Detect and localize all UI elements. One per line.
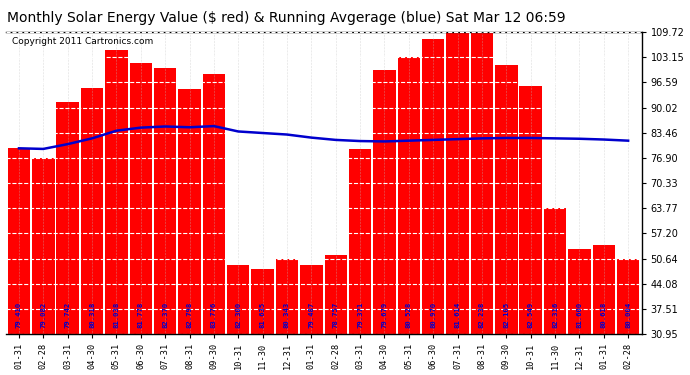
Bar: [154, 68, 177, 334]
Text: Copyright 2011 Cartronics.com: Copyright 2011 Cartronics.com: [12, 37, 153, 46]
Text: 79.371: 79.371: [357, 302, 363, 328]
Bar: [397, 57, 420, 334]
Text: 82.300: 82.300: [235, 302, 242, 328]
Text: 80.343: 80.343: [284, 302, 290, 328]
Text: 80.004: 80.004: [625, 302, 631, 328]
Bar: [593, 245, 615, 334]
Text: 79.082: 79.082: [40, 302, 46, 328]
Bar: [446, 32, 469, 334]
Text: 82.238: 82.238: [479, 302, 485, 328]
Text: 79.487: 79.487: [308, 302, 315, 328]
Text: 83.776: 83.776: [211, 302, 217, 328]
Text: 82.105: 82.105: [503, 302, 509, 328]
Text: 79.679: 79.679: [382, 302, 388, 328]
Text: 82.316: 82.316: [552, 302, 558, 328]
Bar: [520, 86, 542, 334]
Text: 81.600: 81.600: [576, 302, 582, 328]
Bar: [300, 265, 322, 334]
Text: 81.038: 81.038: [113, 302, 119, 328]
Text: 79.410: 79.410: [16, 302, 22, 328]
Bar: [495, 65, 518, 334]
Text: 81.778: 81.778: [138, 302, 144, 328]
Text: Monthly Solar Energy Value ($ red) & Running Avgerage (blue) Sat Mar 12 06:59: Monthly Solar Energy Value ($ red) & Run…: [7, 11, 566, 25]
Text: 81.614: 81.614: [455, 302, 460, 328]
Bar: [105, 50, 128, 334]
Bar: [251, 269, 274, 334]
Text: 78.757: 78.757: [333, 302, 339, 328]
Bar: [32, 158, 55, 334]
Bar: [568, 249, 591, 334]
Text: 82.798: 82.798: [186, 302, 193, 328]
Text: 81.635: 81.635: [259, 302, 266, 328]
Bar: [57, 102, 79, 334]
Bar: [276, 259, 298, 334]
Bar: [373, 70, 395, 334]
Bar: [544, 208, 566, 334]
Bar: [130, 63, 152, 334]
Text: 80.970: 80.970: [430, 302, 436, 328]
Text: 80.618: 80.618: [601, 302, 607, 328]
Bar: [203, 74, 225, 334]
Text: 80.318: 80.318: [89, 302, 95, 328]
Bar: [227, 265, 250, 334]
Bar: [178, 88, 201, 334]
Text: 82.370: 82.370: [162, 302, 168, 328]
Bar: [81, 88, 104, 334]
Bar: [471, 32, 493, 334]
Text: 79.742: 79.742: [65, 302, 70, 328]
Bar: [324, 255, 347, 334]
Bar: [8, 148, 30, 334]
Text: 80.528: 80.528: [406, 302, 412, 328]
Text: 82.549: 82.549: [528, 302, 533, 328]
Bar: [349, 149, 371, 334]
Bar: [617, 259, 640, 334]
Bar: [422, 39, 444, 334]
